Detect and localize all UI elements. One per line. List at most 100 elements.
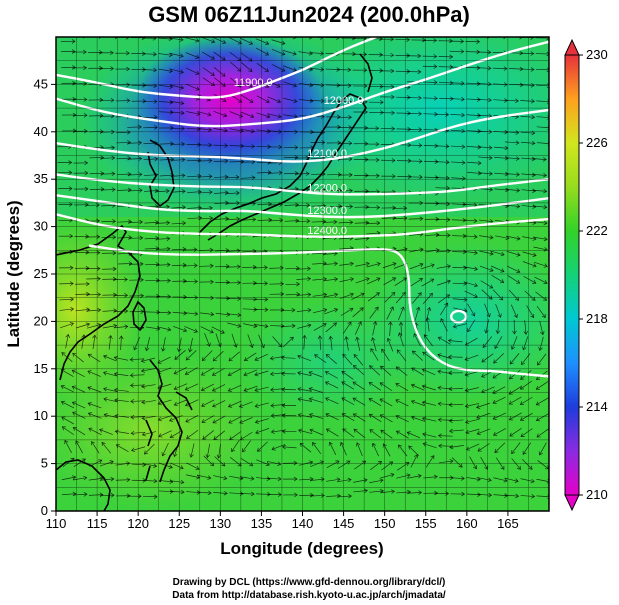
streamline-arrowhead	[169, 84, 174, 89]
streamline-arrowhead	[487, 477, 492, 483]
streamline-arrowhead	[153, 494, 158, 499]
streamline-arrowhead	[463, 265, 468, 271]
streamline-segment	[523, 336, 529, 350]
streamline-arrowhead	[505, 187, 510, 193]
streamline-segment	[174, 367, 187, 375]
streamline-arrowhead	[155, 277, 160, 283]
streamline-segment	[412, 292, 422, 304]
streamline-segment	[62, 426, 75, 436]
streamline-arrowhead	[281, 429, 286, 434]
streamline-arrowhead	[325, 428, 331, 433]
streamline-arrowhead	[221, 39, 227, 44]
streamline-arrowhead	[161, 347, 166, 352]
streamline-segment	[533, 246, 548, 251]
streamline-arrowhead	[344, 336, 349, 341]
streamline-arrowhead	[128, 261, 133, 266]
streamline-segment	[381, 348, 390, 362]
streamline-arrowhead	[60, 400, 66, 406]
streamline-arrowhead	[209, 247, 214, 253]
streamline-arrowhead	[237, 40, 242, 45]
streamline-segment	[521, 459, 533, 470]
streamline-arrowhead	[71, 401, 77, 406]
streamline-segment	[342, 321, 352, 334]
streamline-segment	[86, 309, 101, 312]
streamline-arrowhead	[418, 278, 423, 282]
streamline-arrowhead	[530, 478, 535, 484]
streamline-arrowhead	[88, 427, 93, 432]
streamline-arrowhead	[140, 368, 146, 373]
streamline-arrowhead	[520, 416, 525, 421]
streamline-segment	[437, 354, 452, 359]
streamline-segment	[296, 309, 311, 312]
streamline-arrowhead	[271, 446, 276, 451]
streamline-arrowhead	[193, 263, 198, 268]
x-tick-label: 165	[497, 516, 519, 531]
streamline-arrowhead	[530, 83, 535, 88]
streamline-arrowhead	[337, 172, 342, 177]
streamline-segment	[186, 429, 199, 439]
streamline-arrowhead	[395, 414, 400, 420]
streamline-segment	[411, 416, 426, 422]
streamline-arrowhead	[403, 205, 408, 211]
streamline-segment	[169, 52, 184, 57]
streamline-arrowhead	[461, 491, 466, 497]
x-tick-label: 135	[251, 516, 273, 531]
streamline-arrowhead	[193, 328, 198, 333]
streamline-arrowhead	[543, 236, 548, 242]
streamline-segment	[61, 416, 75, 425]
streamline-arrowhead	[96, 250, 101, 255]
streamline-segment	[142, 463, 157, 467]
streamline-arrowhead	[173, 385, 178, 391]
streamline-arrowhead	[181, 205, 186, 210]
streamline-arrowhead	[538, 346, 543, 351]
streamline-segment	[128, 237, 143, 239]
streamline-arrowhead	[365, 261, 370, 267]
streamline-arrowhead	[349, 277, 354, 282]
streamline-arrowhead	[210, 311, 215, 317]
streamline-arrowhead	[269, 355, 274, 361]
streamline-segment	[101, 205, 116, 207]
streamline-arrowhead	[458, 463, 463, 468]
streamline-segment	[117, 237, 132, 239]
streamline-arrowhead	[72, 427, 77, 431]
streamline-arrowhead	[297, 386, 302, 392]
streamline-arrowhead	[208, 174, 213, 179]
streamline-segment	[158, 84, 173, 88]
streamline-segment	[268, 219, 283, 222]
streamline-segment	[303, 335, 306, 350]
streamline-segment	[283, 114, 298, 118]
streamline-segment	[410, 278, 423, 287]
streamline-arrowhead	[449, 444, 454, 450]
streamline-arrowhead	[166, 220, 171, 226]
streamline-segment	[162, 337, 166, 352]
streamline-segment	[464, 354, 479, 361]
streamline-arrowhead	[520, 433, 525, 438]
streamline-segment	[75, 309, 90, 312]
streamline-segment	[229, 51, 242, 61]
streamline-arrowhead	[75, 440, 80, 445]
streamline-arrowhead	[364, 173, 369, 178]
streamline-segment	[309, 388, 323, 393]
streamline-arrowhead	[516, 268, 521, 274]
streamline-arrowhead	[83, 128, 88, 134]
streamline-arrowhead	[264, 281, 269, 286]
streamline-arrowhead	[281, 51, 286, 56]
streamline-arrowhead	[87, 370, 92, 375]
streamline-arrowhead	[200, 371, 206, 376]
streamline-arrowhead	[489, 235, 494, 240]
streamline-arrowhead	[280, 291, 285, 297]
streamline-segment	[535, 291, 547, 301]
streamline-arrowhead	[368, 398, 373, 402]
streamline-segment	[309, 67, 324, 71]
streamline-segment	[408, 445, 420, 457]
streamline-segment	[436, 265, 451, 269]
y-axis-label: Latitude (degrees)	[4, 200, 23, 347]
colorbar-tick-label: 218	[586, 311, 608, 326]
streamline-arrowhead	[126, 50, 130, 56]
streamline-segment	[171, 248, 186, 251]
streamline-segment	[186, 67, 199, 75]
streamline-arrowhead	[130, 399, 135, 404]
streamline-arrowhead	[417, 53, 422, 59]
streamline-segment	[241, 78, 253, 88]
streamline-arrowhead	[138, 140, 143, 146]
